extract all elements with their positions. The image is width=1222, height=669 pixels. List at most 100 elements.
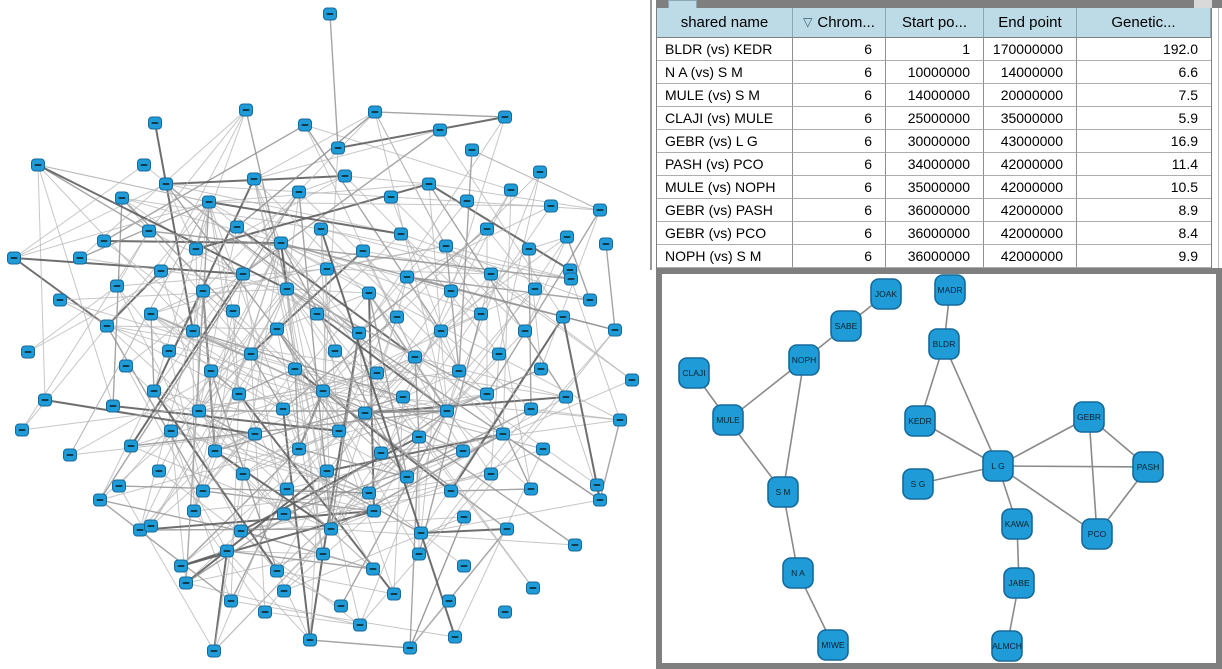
network-node[interactable]: [408, 350, 422, 364]
table-row[interactable]: MULE (vs) S M 6 14000000 20000000 7.5: [657, 84, 1211, 107]
network-node[interactable]: [362, 286, 376, 300]
network-node[interactable]: [232, 387, 246, 401]
network-node[interactable]: [110, 279, 124, 293]
network-node[interactable]: [484, 267, 498, 281]
column-header-3[interactable]: End point: [984, 8, 1077, 38]
network-node[interactable]: [496, 427, 510, 441]
network-node-pash[interactable]: PASH: [1132, 451, 1164, 483]
network-node[interactable]: [230, 220, 244, 234]
network-node[interactable]: [460, 194, 474, 208]
network-node[interactable]: [338, 169, 352, 183]
network-node[interactable]: [73, 251, 87, 265]
network-node[interactable]: [115, 191, 129, 205]
table-row[interactable]: NOPH (vs) S M 6 36000000 42000000 9.9: [657, 245, 1211, 268]
network-node[interactable]: [53, 293, 67, 307]
network-node[interactable]: [270, 322, 284, 336]
network-node[interactable]: [320, 262, 334, 276]
network-node[interactable]: [236, 467, 250, 481]
network-node[interactable]: [189, 242, 203, 256]
network-node-mule[interactable]: MULE: [712, 404, 744, 436]
network-node[interactable]: [154, 264, 168, 278]
network-node-s-m[interactable]: S M: [767, 476, 799, 508]
network-node[interactable]: [226, 304, 240, 318]
network-node[interactable]: [112, 479, 126, 493]
table-row[interactable]: PASH (vs) PCO 6 34000000 42000000 11.4: [657, 153, 1211, 176]
network-node[interactable]: [368, 105, 382, 119]
network-node[interactable]: [625, 373, 639, 387]
network-node[interactable]: [414, 526, 428, 540]
network-node[interactable]: [560, 230, 574, 244]
network-node[interactable]: [137, 158, 151, 172]
network-node[interactable]: [613, 413, 627, 427]
network-node[interactable]: [174, 559, 188, 573]
network-node[interactable]: [93, 493, 107, 507]
network-node[interactable]: [148, 116, 162, 130]
network-node[interactable]: [323, 7, 337, 21]
network-node[interactable]: [434, 324, 448, 338]
network-node[interactable]: [119, 359, 133, 373]
network-node[interactable]: [536, 442, 550, 456]
network-node[interactable]: [544, 199, 558, 213]
network-node-joak[interactable]: JOAK: [870, 278, 902, 310]
network-node[interactable]: [277, 507, 291, 521]
network-node[interactable]: [583, 293, 597, 307]
column-header-0[interactable]: shared name: [657, 8, 793, 38]
network-node[interactable]: [412, 430, 426, 444]
network-node[interactable]: [179, 576, 193, 590]
network-node[interactable]: [559, 390, 573, 404]
network-node[interactable]: [320, 464, 334, 478]
network-node[interactable]: [474, 307, 488, 321]
network-node[interactable]: [367, 504, 381, 518]
network-node[interactable]: [440, 404, 454, 418]
network-node[interactable]: [533, 165, 547, 179]
network-node-kawa[interactable]: KAWA: [1001, 508, 1033, 540]
network-node[interactable]: [608, 323, 622, 337]
network-node[interactable]: [207, 644, 221, 658]
network-node[interactable]: [403, 641, 417, 655]
network-node[interactable]: [356, 244, 370, 258]
network-node[interactable]: [358, 406, 372, 420]
network-node-n-a[interactable]: N A: [782, 557, 814, 589]
network-node[interactable]: [518, 324, 532, 338]
network-node[interactable]: [234, 524, 248, 538]
network-node[interactable]: [500, 522, 514, 536]
network-node[interactable]: [524, 402, 538, 416]
network-node[interactable]: [366, 562, 380, 576]
table-tab[interactable]: [668, 0, 697, 8]
network-node[interactable]: [400, 470, 414, 484]
network-node[interactable]: [498, 110, 512, 124]
network-node[interactable]: [314, 222, 328, 236]
column-header-2[interactable]: Start po...: [886, 8, 984, 38]
network-node[interactable]: [316, 384, 330, 398]
network-node[interactable]: [202, 195, 216, 209]
network-node[interactable]: [593, 493, 607, 507]
network-node[interactable]: [480, 387, 494, 401]
network-node[interactable]: [504, 183, 518, 197]
network-node[interactable]: [524, 482, 538, 496]
network-node[interactable]: [192, 404, 206, 418]
network-node[interactable]: [564, 272, 578, 286]
network-node[interactable]: [38, 393, 52, 407]
network-node[interactable]: [480, 222, 494, 236]
subnetwork-canvas[interactable]: JOAK MADR SABE BLDR NOPH CLAJI MULE KEDR GEBR L G…: [662, 274, 1216, 663]
network-node[interactable]: [528, 282, 542, 296]
table-row[interactable]: CLAJI (vs) MULE 6 25000000 35000000 5.9: [657, 107, 1211, 130]
network-node[interactable]: [15, 423, 29, 437]
network-node[interactable]: [422, 177, 436, 191]
network-node[interactable]: [568, 538, 582, 552]
table-row[interactable]: MULE (vs) NOPH 6 35000000 42000000 10.5: [657, 176, 1211, 199]
network-node-noph[interactable]: NOPH: [788, 344, 820, 376]
network-node[interactable]: [258, 605, 272, 619]
network-node[interactable]: [353, 618, 367, 632]
network-node[interactable]: [362, 486, 376, 500]
network-node[interactable]: [144, 519, 158, 533]
network-node[interactable]: [332, 424, 346, 438]
network-node[interactable]: [303, 633, 317, 647]
network-node[interactable]: [224, 594, 238, 608]
network-node[interactable]: [324, 522, 338, 536]
scrollbar-track[interactable]: [1218, 8, 1219, 268]
network-node[interactable]: [396, 390, 410, 404]
table-row[interactable]: GEBR (vs) L G 6 30000000 43000000 16.9: [657, 130, 1211, 153]
network-node[interactable]: [457, 510, 471, 524]
network-node[interactable]: [147, 384, 161, 398]
